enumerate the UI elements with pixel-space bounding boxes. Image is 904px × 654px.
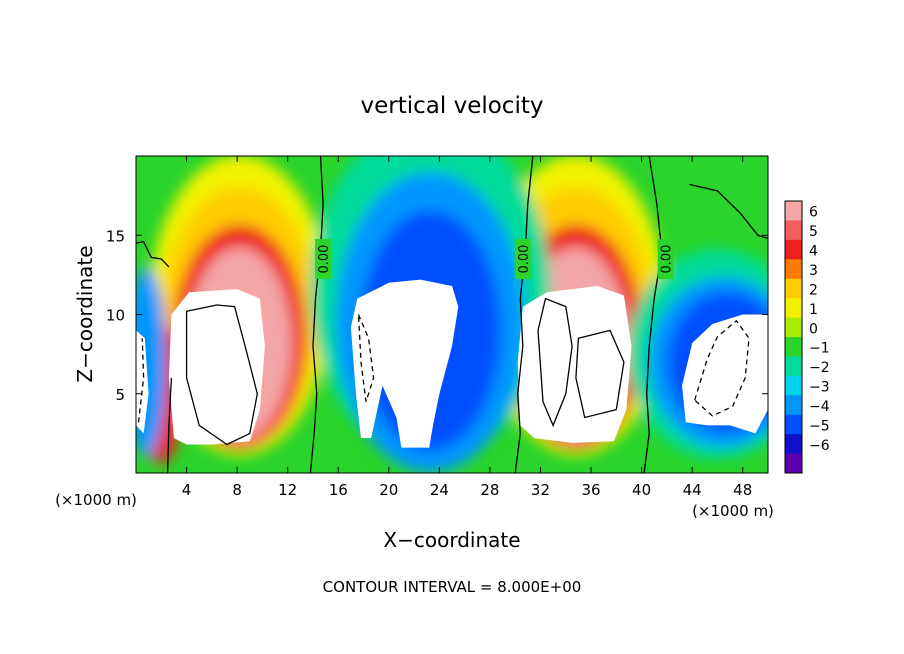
colorbar-segment: [785, 278, 802, 299]
zero-contour-top-left: [136, 240, 170, 268]
zero-contour-top-right: [689, 183, 768, 240]
x-tick-label: 40: [632, 481, 651, 499]
x-unit-left: (×1000 m): [55, 491, 137, 509]
colorbar-tick-label: 5: [809, 224, 818, 240]
colorbar-segment: [785, 317, 802, 338]
y-tick-label: 5: [115, 386, 125, 404]
colorbar-frame: [784, 200, 803, 474]
colorbar-segment: [785, 220, 802, 241]
colorbar-tick-label: −6: [809, 438, 830, 454]
downdraft-core-center: [350, 279, 459, 448]
x-tick-label: 36: [581, 481, 600, 499]
colorbar-segment: [785, 356, 802, 377]
contour-label-background: [514, 239, 531, 280]
colorbar-tick-label: 1: [809, 302, 818, 318]
x-tick-label: 16: [329, 481, 348, 499]
contour-label: 0.00: [517, 245, 532, 274]
colorbar-tick-label: −1: [809, 341, 830, 357]
y-tick-label: 15: [106, 227, 125, 245]
x-tick-label: 4: [182, 481, 192, 499]
colorbar-tick-label: 3: [809, 263, 818, 279]
colorbar-tick-label: 2: [809, 282, 818, 298]
x-tick-label: 20: [379, 481, 398, 499]
downdraft-core-left-edge: [136, 330, 149, 434]
x-tick-label: 24: [430, 481, 449, 499]
x-tick-label: 12: [278, 481, 297, 499]
x-tick-label: 28: [480, 481, 499, 499]
colorbar-segment: [785, 395, 802, 416]
contour-interval-note: CONTOUR INTERVAL = 8.000E+00: [323, 578, 582, 596]
zero-contour-3: [643, 156, 663, 473]
colorbar-segment: [785, 375, 802, 396]
x-tick-label: 48: [733, 481, 752, 499]
colorbar-segment: [785, 337, 802, 357]
updraft-contour-right-b: [575, 329, 625, 419]
updraft-contour-left: [185, 304, 258, 446]
contour-label-background: [315, 239, 332, 280]
x-unit-right: (×1000 m): [692, 502, 774, 520]
x-tick-label: 8: [232, 481, 242, 499]
colorbar-segment: [785, 434, 802, 455]
contour-label: 0.00: [660, 245, 675, 274]
colorbar-segment: [785, 259, 802, 280]
colorbar-segment: [785, 453, 802, 474]
colorbar-tick-label: 4: [809, 244, 818, 260]
x-axis-label: X−coordinate: [383, 528, 520, 552]
y-tick-label: 10: [106, 307, 125, 325]
zero-contour-left: [166, 377, 173, 473]
colorbar-tick-label: 6: [809, 205, 818, 221]
zero-contour-1: [309, 156, 324, 473]
colorbar-tick-label: −4: [809, 399, 830, 415]
colorbar-tick-label: −3: [809, 380, 830, 396]
colorbar-tick-label: −2: [809, 360, 830, 376]
chart-title: vertical velocity: [361, 93, 544, 119]
downdraft-contour-right: [693, 319, 750, 417]
colorbar: 6 5 4 3 2 1 0 −1 −2 −3 −4 −5 −6: [784, 200, 830, 474]
colorbar-segment: [785, 201, 802, 221]
downdraft-contour-center: [357, 314, 375, 402]
x-tick-label: 32: [531, 481, 550, 499]
colorbar-segment: [785, 414, 802, 435]
plot-area: [136, 156, 768, 473]
colorbar-tick-label: 0: [809, 321, 818, 337]
colorbar-segment: [785, 298, 802, 319]
colorbar-segment: [785, 239, 802, 260]
y-axis-label: Z−coordinate: [73, 245, 97, 382]
contour-label: 0.00: [317, 245, 332, 274]
x-tick-label: 44: [683, 481, 702, 499]
zero-contour-2: [514, 156, 534, 473]
colorbar-tick-label: −5: [809, 418, 830, 434]
updraft-contour-right-a: [537, 297, 573, 428]
contour-label-background: [657, 239, 674, 280]
updraft-core-right: [517, 286, 632, 443]
downdraft-core-right: [682, 314, 768, 434]
